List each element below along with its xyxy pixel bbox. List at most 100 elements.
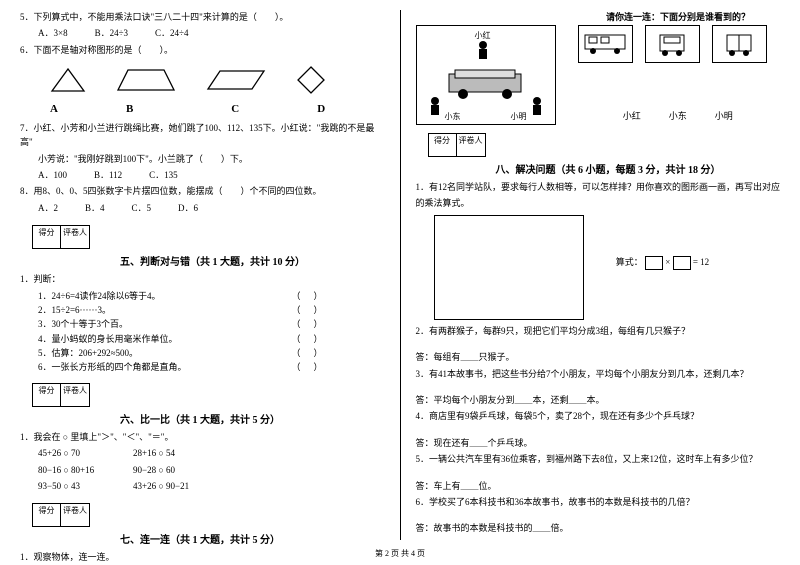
paren: （ ） — [291, 360, 324, 374]
drawing-box — [434, 215, 584, 320]
score-box-6: 得分 评卷人 — [32, 383, 90, 407]
r-a4: 答：现在还有＿＿个乒乓球。 — [416, 436, 781, 450]
score-label: 得分 — [429, 134, 457, 156]
diamond-icon — [296, 65, 326, 95]
j4: 4．量小蚂蚁的身长用毫米作单位。 （ ） — [20, 332, 385, 346]
person-icon — [427, 96, 443, 118]
c2a: 80−16 ○ 80+16 — [38, 463, 133, 477]
j1-text: 1．24÷6=4读作24除以6等于4。 — [38, 289, 161, 303]
r-q4: 4．商店里有9袋乒乓球，每袋5个，卖了28个，现在还有多少个乒乓球？ — [416, 409, 781, 423]
person-icon — [475, 40, 491, 62]
car-view-1 — [578, 25, 633, 63]
left-column: 5．下列算式中，不能用乘法口诀"三八二十四"来计算的是（ ）。 A．3×8 B．… — [20, 10, 385, 515]
score-box-7: 得分 评卷人 — [32, 503, 90, 527]
judge-head: 1．判断： — [20, 272, 385, 286]
scene-box: 小红 小东 小明 — [416, 25, 556, 125]
page-container: 5．下列算式中，不能用乘法口诀"三八二十四"来计算的是（ ）。 A．3×8 B．… — [0, 0, 800, 540]
paren: （ ） — [291, 303, 324, 317]
j4-text: 4．量小蚂蚁的身长用毫米作单位。 — [38, 332, 178, 346]
r-q3: 3．有41本故事书，把这些书分给7个小朋友，平均每个小朋友分到几本，还剩几本？ — [416, 367, 781, 381]
car-view-2 — [645, 25, 700, 63]
formula-eq: = 12 — [693, 257, 709, 267]
parallelogram-icon — [206, 69, 266, 91]
r-q2: 2．有两群猴子，每群9只，现把它们平均分成3组，每组有几只猴子？ — [416, 324, 781, 338]
q6-text: 6．下面不是轴对称图形的是（ ）。 — [20, 43, 385, 57]
j2-text: 2．15÷2=6······3。 — [38, 303, 111, 317]
blank-square — [673, 256, 691, 270]
formula-prefix: 算式： — [616, 257, 643, 267]
name-2: 小东 — [669, 109, 687, 122]
compare-rows: 45+26 ○ 7028+16 ○ 54 80−16 ○ 80+1690−28 … — [20, 446, 385, 493]
r-q6: 6．学校买了6本科技书和36本故事书，故事书的本数是科技书的几倍？ — [416, 495, 781, 509]
shapes-row — [20, 59, 385, 101]
section-7-title: 七、连一连（共 1 大题，共计 5 分） — [20, 531, 385, 546]
c1a: 45+26 ○ 70 — [38, 446, 133, 460]
score-box-5: 得分 评卷人 — [32, 225, 90, 249]
q5-options: A．3×8 B．24÷3 C．24÷4 — [20, 26, 385, 40]
label-a: A — [50, 101, 58, 119]
score-label: 得分 — [33, 504, 61, 526]
paren: （ ） — [291, 332, 324, 346]
name-3: 小明 — [715, 109, 733, 122]
van-back-icon — [717, 31, 762, 57]
label-b: B — [126, 101, 133, 119]
label-d: D — [317, 101, 325, 119]
car-row — [566, 25, 781, 63]
blank-square — [645, 256, 663, 270]
q7b: 小芳说："我刚好跳到100下"。小兰跳了（ ）下。 — [20, 152, 385, 166]
page-footer: 第 2 页 共 4 页 — [0, 548, 800, 559]
score-label: 得分 — [33, 384, 61, 406]
answer-area: 算式： × = 12 — [416, 215, 781, 320]
car-view-3 — [712, 25, 767, 63]
formula-box: 算式： × = 12 — [616, 255, 709, 270]
car-top-icon — [445, 68, 525, 100]
r-q1b: 的乘法算式。 — [416, 196, 781, 210]
column-divider — [400, 10, 401, 540]
q8: 8．用8、0、0、5四张数字卡片摆四位数，能摆成（ ）个不同的四位数。 — [20, 184, 385, 198]
connect-title: 请你连一连：下面分别是谁看到的？ — [416, 10, 781, 23]
score-label: 得分 — [33, 226, 61, 248]
grader-label: 评卷人 — [457, 134, 485, 156]
r-q5: 5．一辆公共汽车里有36位乘客，到福州路下去8位，又上来12位，这时车上有多少位… — [416, 452, 781, 466]
r-q1a: 1．有12名同学站队，要求每行人数相等，可以怎样排？用你喜欢的图形画一画，再写出… — [416, 180, 781, 194]
van-side-icon — [583, 31, 628, 57]
section-5-title: 五、判断对与错（共 1 大题，共计 10 分） — [20, 253, 385, 268]
grader-label: 评卷人 — [61, 226, 89, 248]
label-xiaodong: 小东 — [445, 111, 461, 122]
section-6-title: 六、比一比（共 1 大题，共计 5 分） — [20, 411, 385, 426]
paren: （ ） — [291, 317, 324, 331]
q7-opts: A．100 B．112 C．135 — [20, 168, 385, 182]
c1b: 28+16 ○ 54 — [133, 446, 228, 460]
cars-column: 小红 小东 小明 — [566, 25, 781, 122]
r-a2: 答：每组有＿＿只猴子。 — [416, 350, 781, 364]
q7a: 7．小红、小芳和小兰进行跳绳比赛，她们跳了100、112、135下。小红说："我… — [20, 121, 385, 150]
right-column: 请你连一连：下面分别是谁看到的？ 小红 小东 小明 小红 — [416, 10, 781, 515]
shape-labels: A B C D — [20, 101, 385, 119]
r-a6: 答：故事书的本数是科技书的＿＿倍。 — [416, 521, 781, 535]
paren: （ ） — [291, 289, 324, 303]
c3a: 93−50 ○ 43 — [38, 479, 133, 493]
q8-opts: A．2 B．4 C．5 D．6 — [20, 201, 385, 215]
c2b: 90−28 ○ 60 — [133, 463, 228, 477]
score-box-8: 得分 评卷人 — [428, 133, 486, 157]
j6-text: 6．一张长方形纸的四个角都是直角。 — [38, 360, 187, 374]
section-8-title: 八、解决问题（共 6 小题，每题 3 分，共计 18 分） — [416, 161, 781, 176]
scene-and-cars: 小红 小东 小明 小红 小东 小明 — [416, 25, 781, 125]
j5-text: 5．估算：206+292≈500。 — [38, 346, 138, 360]
c3b: 43+26 ○ 90−21 — [133, 479, 228, 493]
label-xiaoming: 小明 — [511, 111, 527, 122]
grader-label: 评卷人 — [61, 384, 89, 406]
j6: 6．一张长方形纸的四个角都是直角。 （ ） — [20, 360, 385, 374]
person-icon — [529, 96, 545, 118]
r-a5: 答：车上有＿＿位。 — [416, 479, 781, 493]
van-front-icon — [650, 31, 695, 57]
triangle-icon — [50, 67, 86, 93]
name-1: 小红 — [623, 109, 641, 122]
paren: （ ） — [291, 346, 324, 360]
names-row: 小红 小东 小明 — [566, 109, 781, 122]
q5-text: 5．下列算式中，不能用乘法口诀"三八二十四"来计算的是（ ）。 — [20, 10, 385, 24]
j2: 2．15÷2=6······3。 （ ） — [20, 303, 385, 317]
grader-label: 评卷人 — [61, 504, 89, 526]
cmp-head: 1．我会在 ○ 里填上"＞"、"＜"、"＝"。 — [20, 430, 385, 444]
j5: 5．估算：206+292≈500。 （ ） — [20, 346, 385, 360]
